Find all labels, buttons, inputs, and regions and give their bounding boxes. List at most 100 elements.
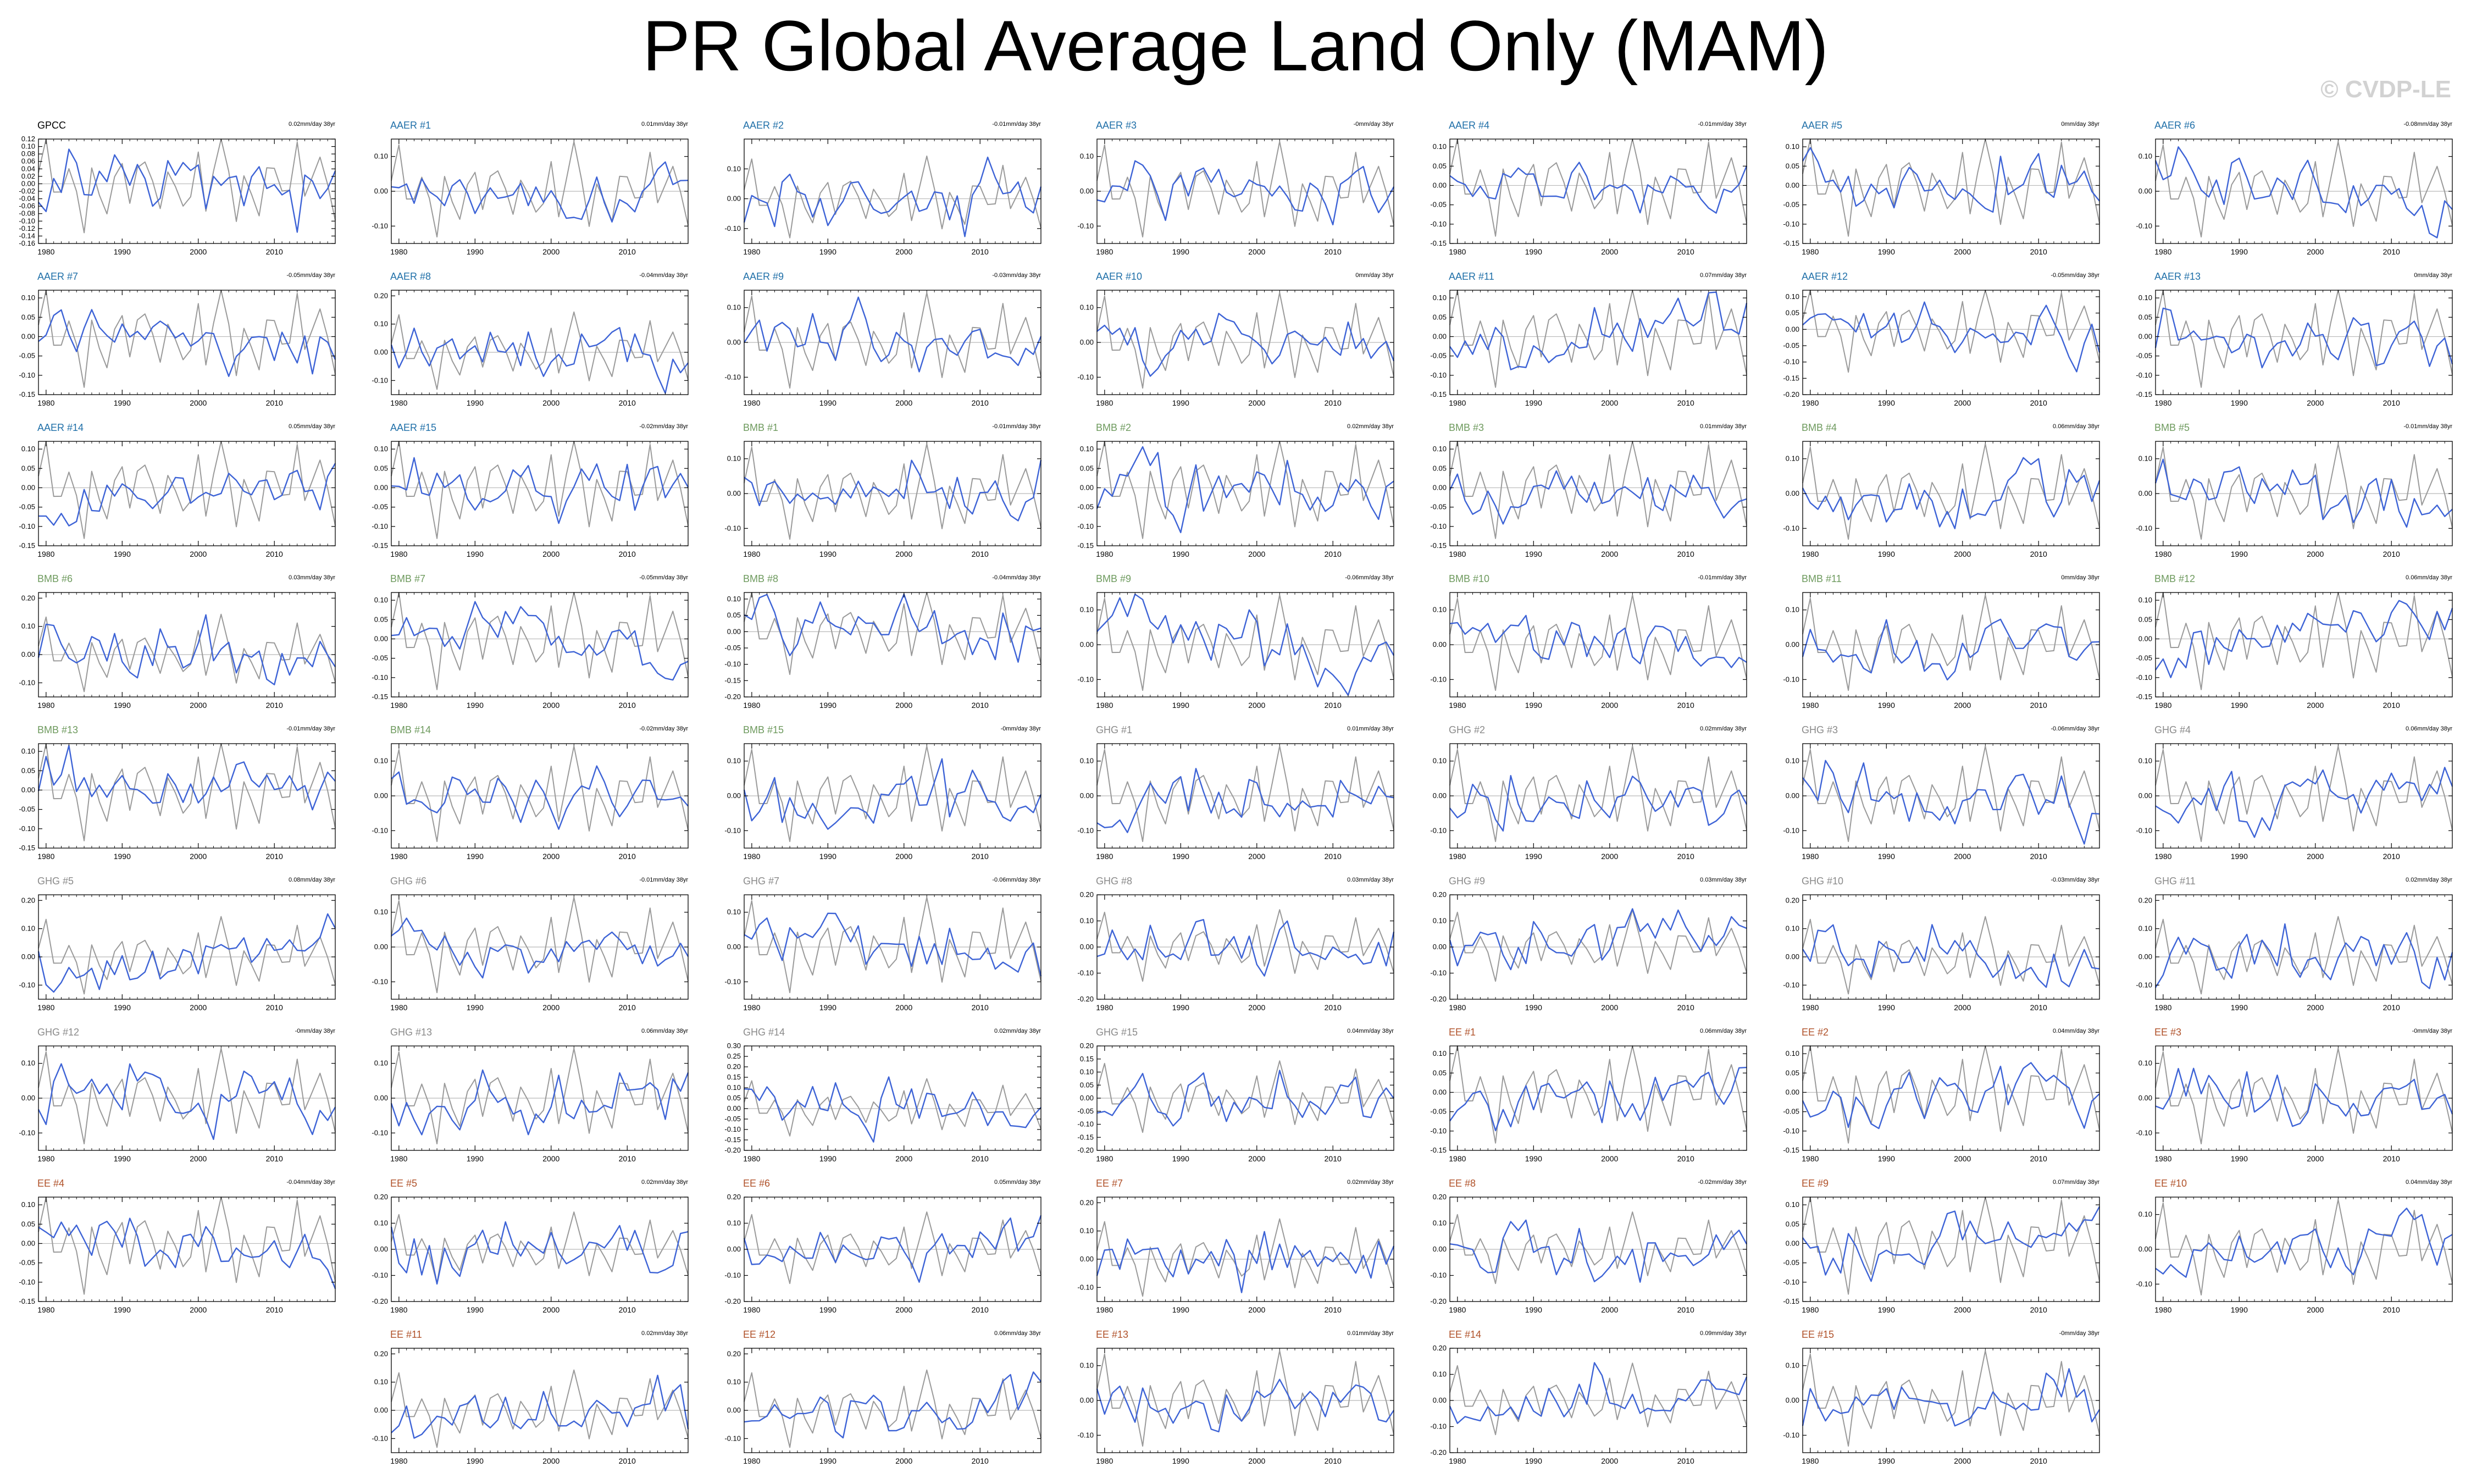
y-tick-label: -0.10: [2136, 222, 2152, 230]
y-tick-label: -0.12: [19, 224, 35, 232]
x-tick-label: 1990: [1525, 1154, 1542, 1163]
panel-ghg-7: GHG #7 -0.06mm/day 38yr 0.10 0.00 -0.10 1980 1…: [719, 876, 1043, 1012]
x-tick-label: 1990: [114, 247, 131, 256]
y-tick-label: 0.10: [374, 445, 388, 453]
y-tick-label: 0.10: [727, 1083, 741, 1092]
x-tick-label: 1980: [37, 247, 54, 256]
plot-frame: [1802, 139, 2100, 244]
y-tick-label: 0.05: [1786, 162, 1799, 170]
model-series-line: [744, 459, 1042, 522]
y-tick-label: 0.00: [2138, 953, 2152, 961]
panel-trend-label: 0mm/day 38yr: [2414, 272, 2452, 279]
panel-trend-label: 0mm/day 38yr: [2061, 121, 2099, 128]
panel-trend-label: 0.02mm/day 38yr: [1700, 726, 1747, 732]
y-tick-label: 0.10: [727, 595, 741, 603]
x-tick-label: 1990: [1878, 247, 1895, 256]
x-tick-label: 2000: [1248, 247, 1265, 256]
panel-title: BMB #4: [1802, 422, 1837, 433]
obs-series-line: [1802, 290, 2100, 373]
y-tick-label: -0.15: [1077, 541, 1094, 550]
panel-plot: 0.20 0.10 0.00 -0.10 1980 1990 2000 2010: [372, 290, 689, 407]
panel-bmb-2: BMB #2 0.02mm/day 38yr 0.10 0.05 0.00 -0.05 -0…: [1072, 422, 1396, 558]
y-tick-label: 0.00: [1786, 640, 1799, 649]
plot-frame: [1802, 894, 2100, 1000]
panel-title: AAER #12: [1802, 271, 1848, 282]
model-series-line: [1449, 1066, 1747, 1132]
panel-plot: 0.10 0.00 -0.10 1980 1990 2000 2010: [372, 743, 689, 861]
y-tick-label: -0.14: [19, 231, 35, 240]
page-title: PR Global Average Land Only (MAM): [642, 5, 1829, 86]
y-tick-label: -0.02: [19, 187, 35, 195]
y-tick-label: 0.00: [1433, 943, 1447, 951]
x-tick-label: 2010: [1325, 398, 1342, 407]
panel-trend-label: 0.03mm/day 38yr: [1347, 877, 1394, 883]
x-tick-label: 2010: [2383, 247, 2400, 256]
panel-trend-label: -0mm/day 38yr: [1353, 121, 1394, 128]
panel-aaer-14: AAER #14 0.05mm/day 38yr 0.10 0.05 0.00 -0.05…: [13, 422, 337, 558]
panel-aaer-15: AAER #15 -0.02mm/day 38yr 0.10 0.05 0.00 -0.0…: [366, 422, 690, 558]
plot-frame: [1449, 290, 1747, 395]
y-tick-label: 0.05: [1433, 1068, 1447, 1077]
model-series-line: [1449, 614, 1747, 668]
y-tick-label: 0.10: [2138, 757, 2152, 765]
panel-trend-label: -0.05mm/day 38yr: [639, 574, 688, 581]
panel-trend-label: 0.02mm/day 38yr: [1347, 423, 1394, 430]
x-tick-label: 2010: [1677, 398, 1694, 407]
x-tick-label: 1980: [1802, 1003, 1819, 1012]
y-tick-label: 0.00: [374, 483, 388, 491]
y-tick-label: -0.05: [1783, 201, 1799, 209]
x-tick-label: 2010: [619, 1003, 636, 1012]
panel-ghg-4: GHG #4 0.06mm/day 38yr 0.10 0.00 -0.10 1980 19…: [2130, 724, 2455, 861]
y-tick-label: 0.10: [1786, 292, 1799, 301]
y-tick-label: -0.10: [1430, 220, 1447, 228]
y-tick-label: 0.05: [727, 1094, 741, 1102]
x-tick-label: 1980: [1096, 247, 1113, 256]
x-tick-label: 2010: [2030, 247, 2047, 256]
x-tick-label: 2000: [542, 852, 559, 861]
model-series-line: [1802, 760, 2100, 845]
y-tick-label: -0.16: [19, 239, 35, 247]
plot-frame: [391, 290, 689, 395]
panel-trend-label: 0.01mm/day 38yr: [1700, 423, 1747, 430]
y-tick-label: -0.05: [372, 503, 388, 511]
panel-title: AAER #4: [1449, 120, 1490, 131]
model-series-line: [1802, 457, 2101, 529]
panel-trend-label: -0.02mm/day 38yr: [639, 423, 688, 430]
y-tick-label: -0.10: [724, 1125, 741, 1133]
x-tick-label: 2010: [619, 247, 636, 256]
panel-title: GHG #15: [1096, 1027, 1138, 1038]
x-tick-label: 2000: [542, 1003, 559, 1012]
obs-series-line: [391, 441, 689, 539]
x-tick-label: 2000: [1248, 1154, 1265, 1163]
x-tick-label: 2010: [2383, 701, 2400, 710]
x-tick-label: 2000: [1601, 247, 1618, 256]
y-tick-label: -0.10: [372, 673, 388, 682]
y-tick-label: -0.05: [724, 1115, 741, 1123]
x-tick-label: 2010: [619, 852, 636, 861]
panel-bmb-4: BMB #4 0.06mm/day 38yr 0.10 0.00 -0.10 1980 19…: [1777, 422, 2102, 558]
y-tick-label: 0.00: [2138, 791, 2152, 800]
x-tick-label: 2010: [1677, 1154, 1694, 1163]
y-tick-label: 0.10: [2138, 596, 2152, 604]
y-tick-label: -0.10: [1783, 675, 1799, 683]
panel-trend-label: 0.04mm/day 38yr: [2053, 1028, 2099, 1034]
panel-ghg-3: GHG #3 -0.06mm/day 38yr 0.10 0.00 -0.10 1980 1…: [1777, 724, 2102, 861]
y-tick-label: 0.00: [374, 348, 388, 356]
y-tick-label: 0.00: [1786, 953, 1799, 961]
y-tick-label: -0.20: [1077, 1146, 1094, 1154]
panel-trend-label: -0.06mm/day 38yr: [2051, 726, 2099, 732]
y-tick-label: -0.05: [19, 503, 35, 511]
x-tick-label: 2000: [542, 550, 559, 558]
x-tick-label: 1990: [114, 1154, 131, 1163]
y-tick-label: 0.20: [1786, 896, 1799, 904]
x-tick-label: 1990: [1172, 1003, 1189, 1012]
plot-frame: [2155, 592, 2453, 697]
x-tick-label: 2000: [1954, 398, 1971, 407]
panel-trend-label: 0.08mm/day 38yr: [289, 877, 335, 883]
x-tick-label: 1990: [1878, 398, 1895, 407]
model-series-line: [744, 593, 1041, 663]
x-tick-label: 2010: [1325, 247, 1342, 256]
